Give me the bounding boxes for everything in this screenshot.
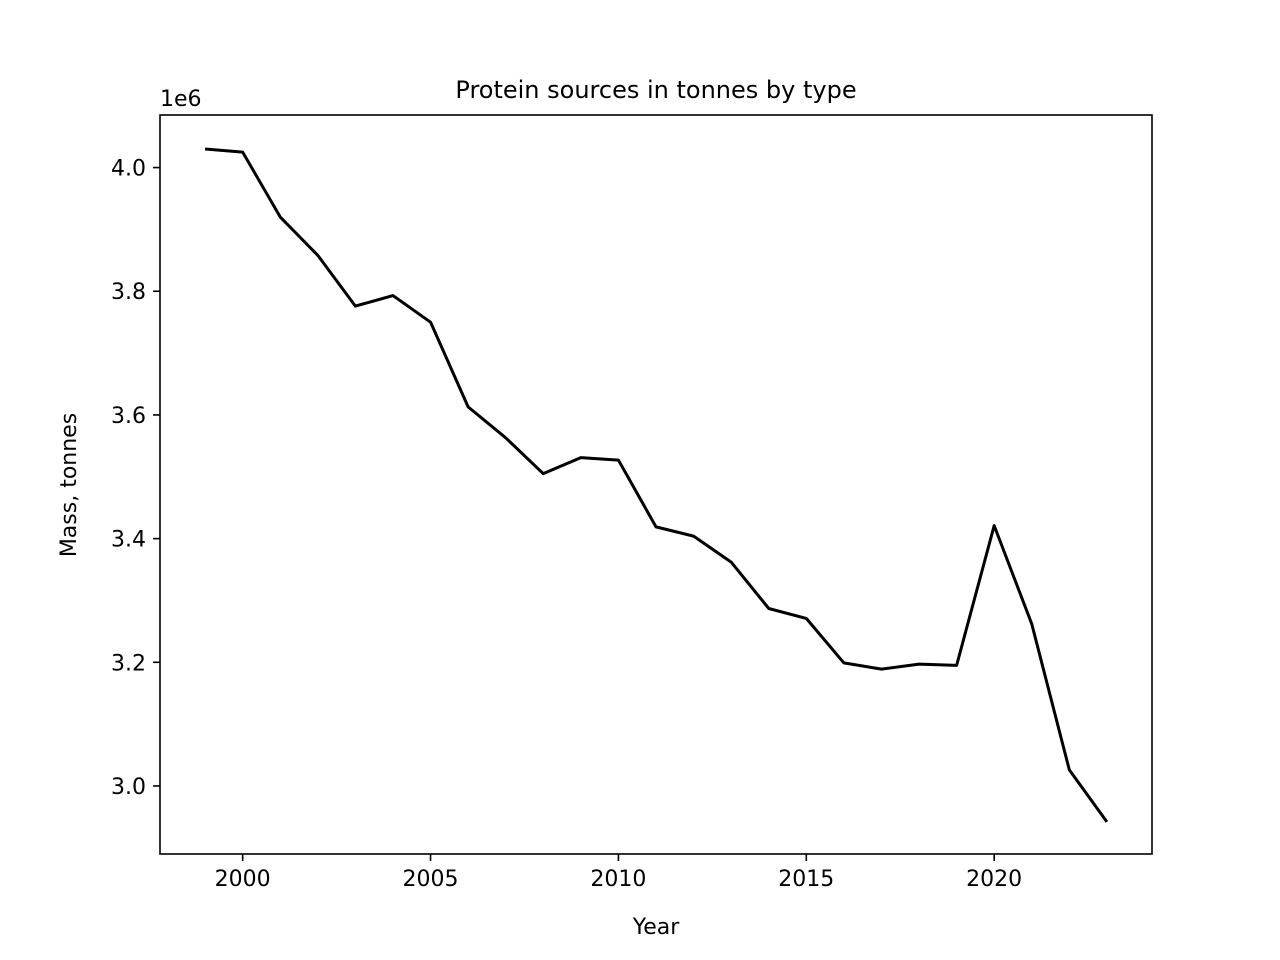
chart-title: Protein sources in tonnes by type: [455, 76, 856, 104]
y-tick-label: 4.0: [111, 157, 146, 182]
y-axis-label: Mass, tonnes: [57, 413, 82, 557]
y-tick-label: 3.2: [111, 651, 146, 676]
y-tick-label: 3.4: [111, 528, 146, 553]
x-axis-label: Year: [632, 915, 681, 940]
x-tick-label: 2005: [403, 867, 459, 892]
y-tick-label: 3.6: [111, 404, 146, 429]
y-tick-label: 3.0: [111, 775, 146, 800]
y-axis: 3.0 3.2 3.4 3.6 3.8 4.0: [111, 157, 160, 800]
series-line: [204, 147, 1109, 823]
plot-frame: [159, 114, 1153, 855]
x-axis: 2000 2005 2010 2015 2020: [215, 854, 1022, 892]
y-offset-label: 1e6: [160, 87, 202, 112]
x-tick-label: 2015: [778, 867, 834, 892]
x-tick-label: 2010: [590, 867, 646, 892]
series-layer: [204, 147, 1109, 823]
x-tick-label: 2020: [966, 867, 1022, 892]
plot-area: [160, 115, 1152, 854]
x-tick-label: 2000: [215, 867, 271, 892]
y-tick-label: 3.8: [111, 280, 146, 305]
